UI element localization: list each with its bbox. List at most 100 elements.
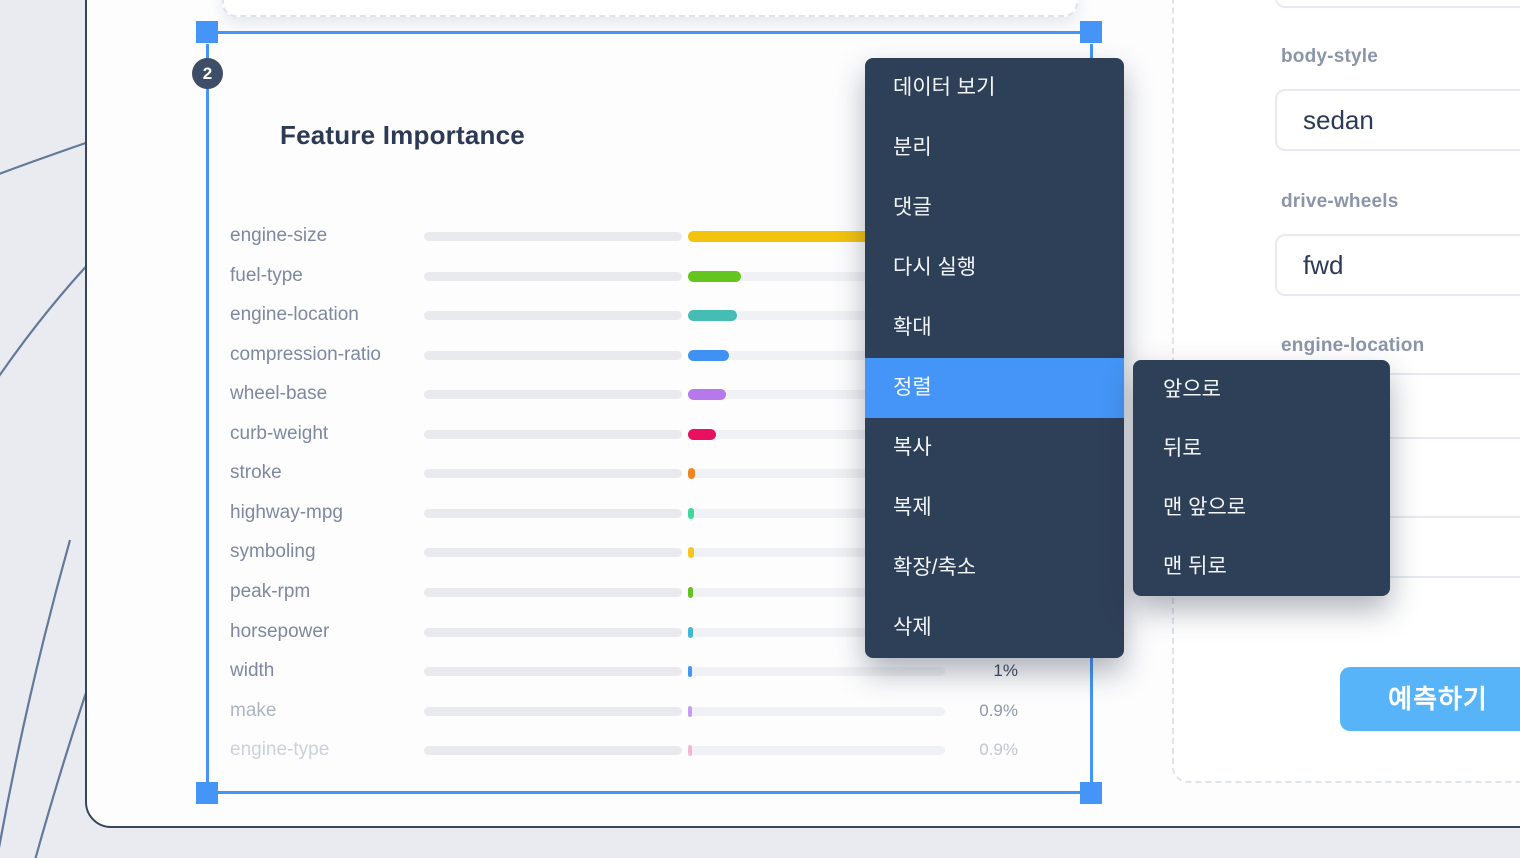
bar-track-right	[688, 587, 945, 597]
context-menu-item[interactable]: 데이터 보기	[893, 76, 996, 99]
feature-bar	[688, 270, 741, 282]
feature-row: width 1%	[0, 659, 1520, 685]
feature-row: compression-ratio	[0, 343, 1520, 369]
bar-track-left	[424, 587, 682, 597]
bar-track-right	[688, 469, 945, 479]
form-input-partial-top[interactable]	[1275, 0, 1520, 8]
context-menu-item[interactable]: 분리	[893, 136, 932, 159]
feature-bar	[688, 428, 716, 440]
feature-bar	[688, 547, 694, 559]
feature-bar	[688, 507, 694, 519]
bar-track-right	[688, 350, 945, 360]
feature-row: stroke	[0, 461, 1520, 487]
feature-bar	[688, 666, 692, 678]
feature-bar	[688, 586, 693, 598]
feature-label: width	[230, 660, 275, 682]
feature-label: make	[230, 699, 277, 721]
feature-row: symboling	[0, 540, 1520, 566]
bar-track-right	[688, 429, 945, 439]
feature-label: curb-weight	[230, 422, 329, 444]
feature-label: engine-size	[230, 225, 328, 246]
bar-track-right	[688, 548, 945, 558]
feature-bar	[688, 310, 737, 322]
feature-percent: 0.9%	[979, 700, 1018, 720]
chart-title: Feature Importance	[280, 120, 525, 150]
feature-percent: 1%	[993, 661, 1018, 681]
bar-track-left	[424, 350, 682, 360]
selection-handle-bottom-left[interactable]	[196, 782, 218, 804]
feature-row: horsepower	[0, 620, 1520, 646]
selection-edge-top[interactable]	[218, 31, 1080, 34]
feature-label: compression-ratio	[230, 343, 381, 365]
feature-label: symboling	[230, 541, 316, 563]
feature-row: engine-location	[0, 303, 1520, 329]
feature-row: wheel-base	[0, 382, 1520, 408]
feature-label: stroke	[230, 462, 282, 484]
bar-track-left	[424, 746, 682, 756]
form-label-body-style: body-style	[1281, 46, 1379, 67]
bar-track-right	[688, 508, 945, 518]
feature-bar	[688, 626, 693, 638]
feature-label: highway-mpg	[230, 501, 343, 523]
bar-track-right	[688, 390, 945, 400]
selection-handle-top-left[interactable]	[196, 21, 218, 43]
feature-label: engine-location	[230, 304, 359, 326]
bar-track-left	[424, 667, 682, 677]
feature-label: engine-type	[230, 739, 330, 761]
context-menu-item[interactable]: 복사	[893, 436, 932, 459]
form-label-engine-location: engine-location	[1281, 335, 1425, 356]
context-menu-item[interactable]: 복제	[893, 496, 932, 519]
bar-track-right	[688, 667, 945, 677]
bar-track-left	[424, 508, 682, 518]
feature-row: fuel-type	[0, 264, 1520, 290]
context-menu-item[interactable]: 댓글	[893, 196, 932, 219]
bar-track-right	[688, 311, 945, 321]
selection-edge-bottom[interactable]	[218, 791, 1080, 794]
form-input-body-style[interactable]: sedan	[1275, 89, 1520, 151]
submenu-item[interactable]: 앞으로	[1163, 378, 1221, 401]
submenu-item[interactable]: 뒤로	[1163, 437, 1202, 460]
feature-row: engine-type 0.9%	[0, 738, 1520, 764]
feature-label: fuel-type	[230, 264, 303, 286]
bar-track-left	[424, 271, 682, 281]
feature-row: make 0.9%	[0, 699, 1520, 725]
selection-handle-top-right[interactable]	[1080, 21, 1102, 43]
feature-bar	[688, 349, 729, 361]
bar-track-left	[424, 548, 682, 558]
feature-label: wheel-base	[230, 383, 328, 405]
context-menu-item[interactable]: 다시 실행	[893, 256, 977, 279]
feature-bar	[688, 705, 692, 717]
submenu-item[interactable]: 맨 뒤로	[1163, 555, 1227, 578]
bar-track-left	[424, 706, 682, 716]
bar-track-left	[424, 627, 682, 637]
feature-bar	[688, 389, 726, 401]
form-input-drive-wheels[interactable]: fwd	[1275, 234, 1520, 296]
feature-row: highway-mpg	[0, 501, 1520, 527]
bar-track-left	[424, 469, 682, 479]
feature-label: horsepower	[230, 620, 330, 642]
predict-button[interactable]: 예측하기	[1340, 667, 1520, 731]
context-menu-item[interactable]: 정렬	[865, 358, 1124, 418]
bar-track-right	[688, 746, 945, 756]
feature-label: peak-rpm	[230, 580, 311, 602]
feature-percent: 0.9%	[979, 740, 1018, 760]
feature-bar	[688, 231, 943, 242]
selection-handle-bottom-right[interactable]	[1080, 782, 1102, 804]
widget-number-badge: 2	[192, 58, 223, 89]
bar-track-right	[688, 627, 945, 637]
context-menu-item[interactable]: 확대	[893, 316, 932, 339]
bar-track-right	[688, 271, 945, 281]
feature-row: curb-weight	[0, 422, 1520, 448]
form-label-drive-wheels: drive-wheels	[1281, 191, 1399, 212]
bar-track-left	[424, 429, 682, 439]
feature-bar	[688, 745, 692, 757]
feature-row: engine-size	[0, 224, 1520, 250]
context-menu-item[interactable]: 삭제	[893, 616, 932, 639]
feature-row: peak-rpm	[0, 580, 1520, 606]
selection-edge-left[interactable]	[206, 44, 209, 782]
context-menu-item[interactable]: 확장/축소	[893, 556, 977, 579]
submenu-item[interactable]: 맨 앞으로	[1163, 496, 1247, 519]
